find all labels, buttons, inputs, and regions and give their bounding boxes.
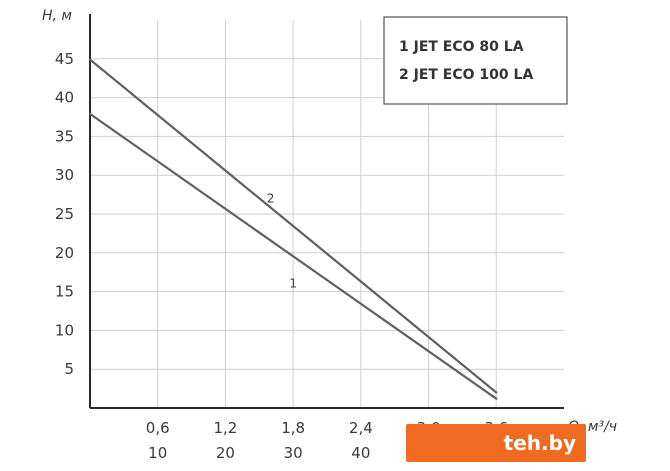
x-tick-label-primary: 1,2 bbox=[213, 419, 237, 437]
y-tick-label: 5 bbox=[64, 360, 74, 378]
series-label-1: 1 bbox=[289, 277, 297, 291]
series-lines: 12 bbox=[88, 58, 498, 400]
y-tick-label: 45 bbox=[55, 50, 74, 68]
grid-lines bbox=[90, 20, 564, 408]
y-tick-label: 15 bbox=[55, 283, 74, 301]
y-tick-label: 10 bbox=[55, 321, 74, 339]
series-label-2: 2 bbox=[267, 191, 275, 205]
site-watermark: teh.by bbox=[406, 424, 586, 462]
x-tick-label-secondary: 40 bbox=[351, 444, 370, 462]
legend: 1 JET ECO 80 LA 2 JET ECO 100 LA bbox=[383, 16, 568, 105]
axes bbox=[89, 14, 564, 409]
legend-item-1: 1 JET ECO 80 LA bbox=[399, 39, 524, 55]
y-tick-label: 20 bbox=[55, 244, 74, 262]
watermark-text: teh.by bbox=[503, 431, 576, 455]
x-tick-labels: 0,61,21,82,43,03,610203040 bbox=[146, 419, 508, 462]
y-tick-label: 25 bbox=[55, 205, 74, 223]
series-line-1 bbox=[88, 112, 498, 400]
x-tick-label-secondary: 20 bbox=[216, 444, 235, 462]
y-tick-labels: 5 10 15 20 25 30 35 40 45 bbox=[55, 50, 74, 378]
x-tick-label-secondary: 30 bbox=[284, 444, 303, 462]
x-tick-label-secondary: 10 bbox=[148, 444, 167, 462]
series-line-2 bbox=[88, 58, 498, 394]
y-tick-label: 40 bbox=[55, 89, 74, 107]
x-tick-label-primary: 1,8 bbox=[281, 419, 305, 437]
x-tick-label-primary: 0,6 bbox=[146, 419, 170, 437]
legend-box bbox=[383, 16, 568, 105]
y-axis-title: H, м bbox=[42, 8, 72, 24]
legend-item-2: 2 JET ECO 100 LA bbox=[399, 67, 533, 83]
x-tick-label-primary: 2,4 bbox=[349, 419, 373, 437]
y-tick-label: 35 bbox=[55, 127, 74, 145]
y-tick-label: 30 bbox=[55, 166, 74, 184]
